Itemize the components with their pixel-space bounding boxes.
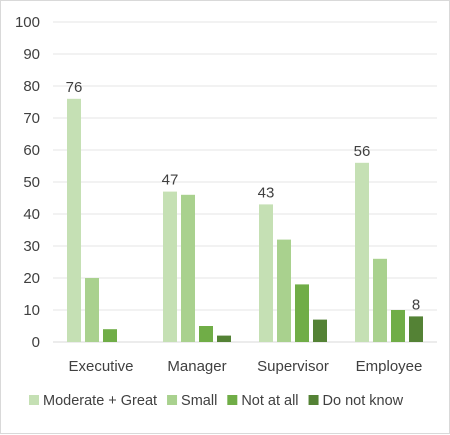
bar bbox=[277, 239, 291, 342]
category-label: Employee bbox=[356, 358, 423, 375]
bar bbox=[355, 162, 369, 342]
y-tick-label: 40 bbox=[23, 206, 40, 223]
data-label: 43 bbox=[258, 184, 275, 201]
y-tick-label: 80 bbox=[23, 78, 40, 95]
legend: Moderate + Great Small Not at all Do not kn… bbox=[29, 393, 404, 409]
data-labels: 76 47 43 56 8 bbox=[66, 79, 421, 314]
bar bbox=[295, 284, 309, 342]
legend-swatch bbox=[308, 395, 319, 405]
bar bbox=[103, 329, 117, 342]
bar bbox=[409, 316, 423, 342]
bar bbox=[373, 258, 387, 342]
legend-swatch bbox=[167, 395, 178, 405]
legend-label: Small bbox=[181, 393, 217, 409]
data-label: 47 bbox=[162, 172, 179, 189]
y-tick-label: 70 bbox=[23, 110, 40, 127]
x-axis: Executive Manager Supervisor Employee bbox=[68, 358, 422, 375]
bar bbox=[313, 319, 327, 342]
gridlines bbox=[53, 21, 437, 343]
y-tick-label: 100 bbox=[15, 14, 40, 31]
bar bbox=[217, 335, 231, 342]
y-tick-label: 20 bbox=[23, 270, 40, 287]
bar bbox=[67, 98, 81, 342]
y-tick-label: 90 bbox=[23, 46, 40, 63]
bar bbox=[259, 204, 273, 342]
bar bbox=[85, 278, 99, 342]
legend-item: Not at all bbox=[227, 393, 299, 409]
y-tick-label: 10 bbox=[23, 302, 40, 319]
bar bbox=[391, 310, 405, 342]
data-label: 56 bbox=[354, 143, 371, 160]
legend-label: Not at all bbox=[241, 393, 298, 409]
legend-item: Small bbox=[167, 393, 217, 409]
category-label: Manager bbox=[167, 358, 226, 375]
y-axis: 0 10 20 30 40 50 60 70 80 90 100 bbox=[15, 14, 40, 351]
legend-swatch bbox=[29, 395, 39, 405]
bar bbox=[181, 194, 195, 342]
category-label: Executive bbox=[68, 358, 133, 375]
legend-label: Do not know bbox=[323, 393, 404, 409]
legend-label: Moderate + Great bbox=[43, 393, 157, 409]
data-label: 8 bbox=[412, 296, 420, 313]
y-tick-label: 60 bbox=[23, 142, 40, 159]
bar bbox=[199, 326, 213, 342]
category-label: Supervisor bbox=[257, 358, 329, 375]
legend-item: Moderate + Great bbox=[29, 393, 157, 409]
y-tick-label: 50 bbox=[23, 174, 40, 191]
y-tick-label: 0 bbox=[32, 334, 40, 351]
legend-swatch bbox=[227, 395, 238, 405]
data-label: 76 bbox=[66, 79, 83, 96]
bar bbox=[163, 191, 177, 342]
bars bbox=[67, 98, 423, 342]
legend-item: Do not know bbox=[308, 393, 404, 409]
y-tick-label: 30 bbox=[23, 238, 40, 255]
